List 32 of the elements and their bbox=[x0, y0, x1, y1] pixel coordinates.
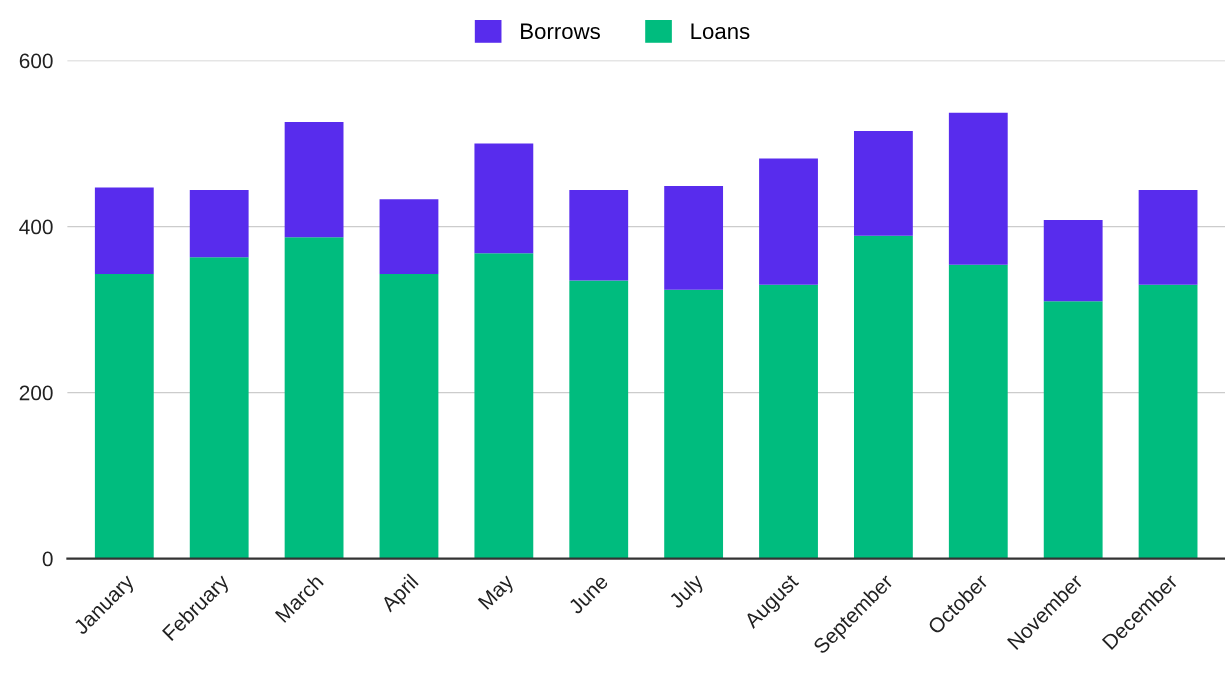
bar bbox=[1043, 301, 1103, 559]
legend-label: Loans bbox=[691, 23, 750, 40]
bar bbox=[664, 289, 724, 559]
bar bbox=[759, 158, 818, 285]
bar bbox=[94, 273, 154, 559]
y-tick-label: 200 bbox=[19, 385, 53, 401]
bar bbox=[379, 199, 439, 274]
y-tick-label: 600 bbox=[19, 53, 53, 69]
bar bbox=[189, 257, 249, 559]
y-tick-label: 400 bbox=[19, 219, 53, 235]
bar bbox=[948, 112, 1008, 265]
legend-label: Borrows bbox=[521, 23, 600, 40]
x-tick-label: July bbox=[667, 572, 708, 613]
bar bbox=[474, 143, 534, 254]
bar bbox=[1043, 219, 1103, 302]
bar bbox=[379, 273, 439, 559]
bar bbox=[189, 190, 249, 258]
bar bbox=[569, 190, 629, 281]
bar bbox=[284, 121, 344, 238]
bar bbox=[94, 187, 154, 274]
bar bbox=[1138, 284, 1198, 559]
bar bbox=[948, 264, 1008, 559]
bar bbox=[284, 237, 344, 559]
y-tick-label: 0 bbox=[42, 551, 53, 567]
bar bbox=[853, 235, 913, 559]
bar bbox=[474, 253, 534, 559]
bar bbox=[1138, 190, 1198, 285]
bar bbox=[853, 131, 913, 236]
bar bbox=[569, 280, 629, 559]
bar bbox=[759, 284, 818, 559]
x-tick-label: May bbox=[477, 573, 518, 613]
bar bbox=[664, 185, 724, 290]
